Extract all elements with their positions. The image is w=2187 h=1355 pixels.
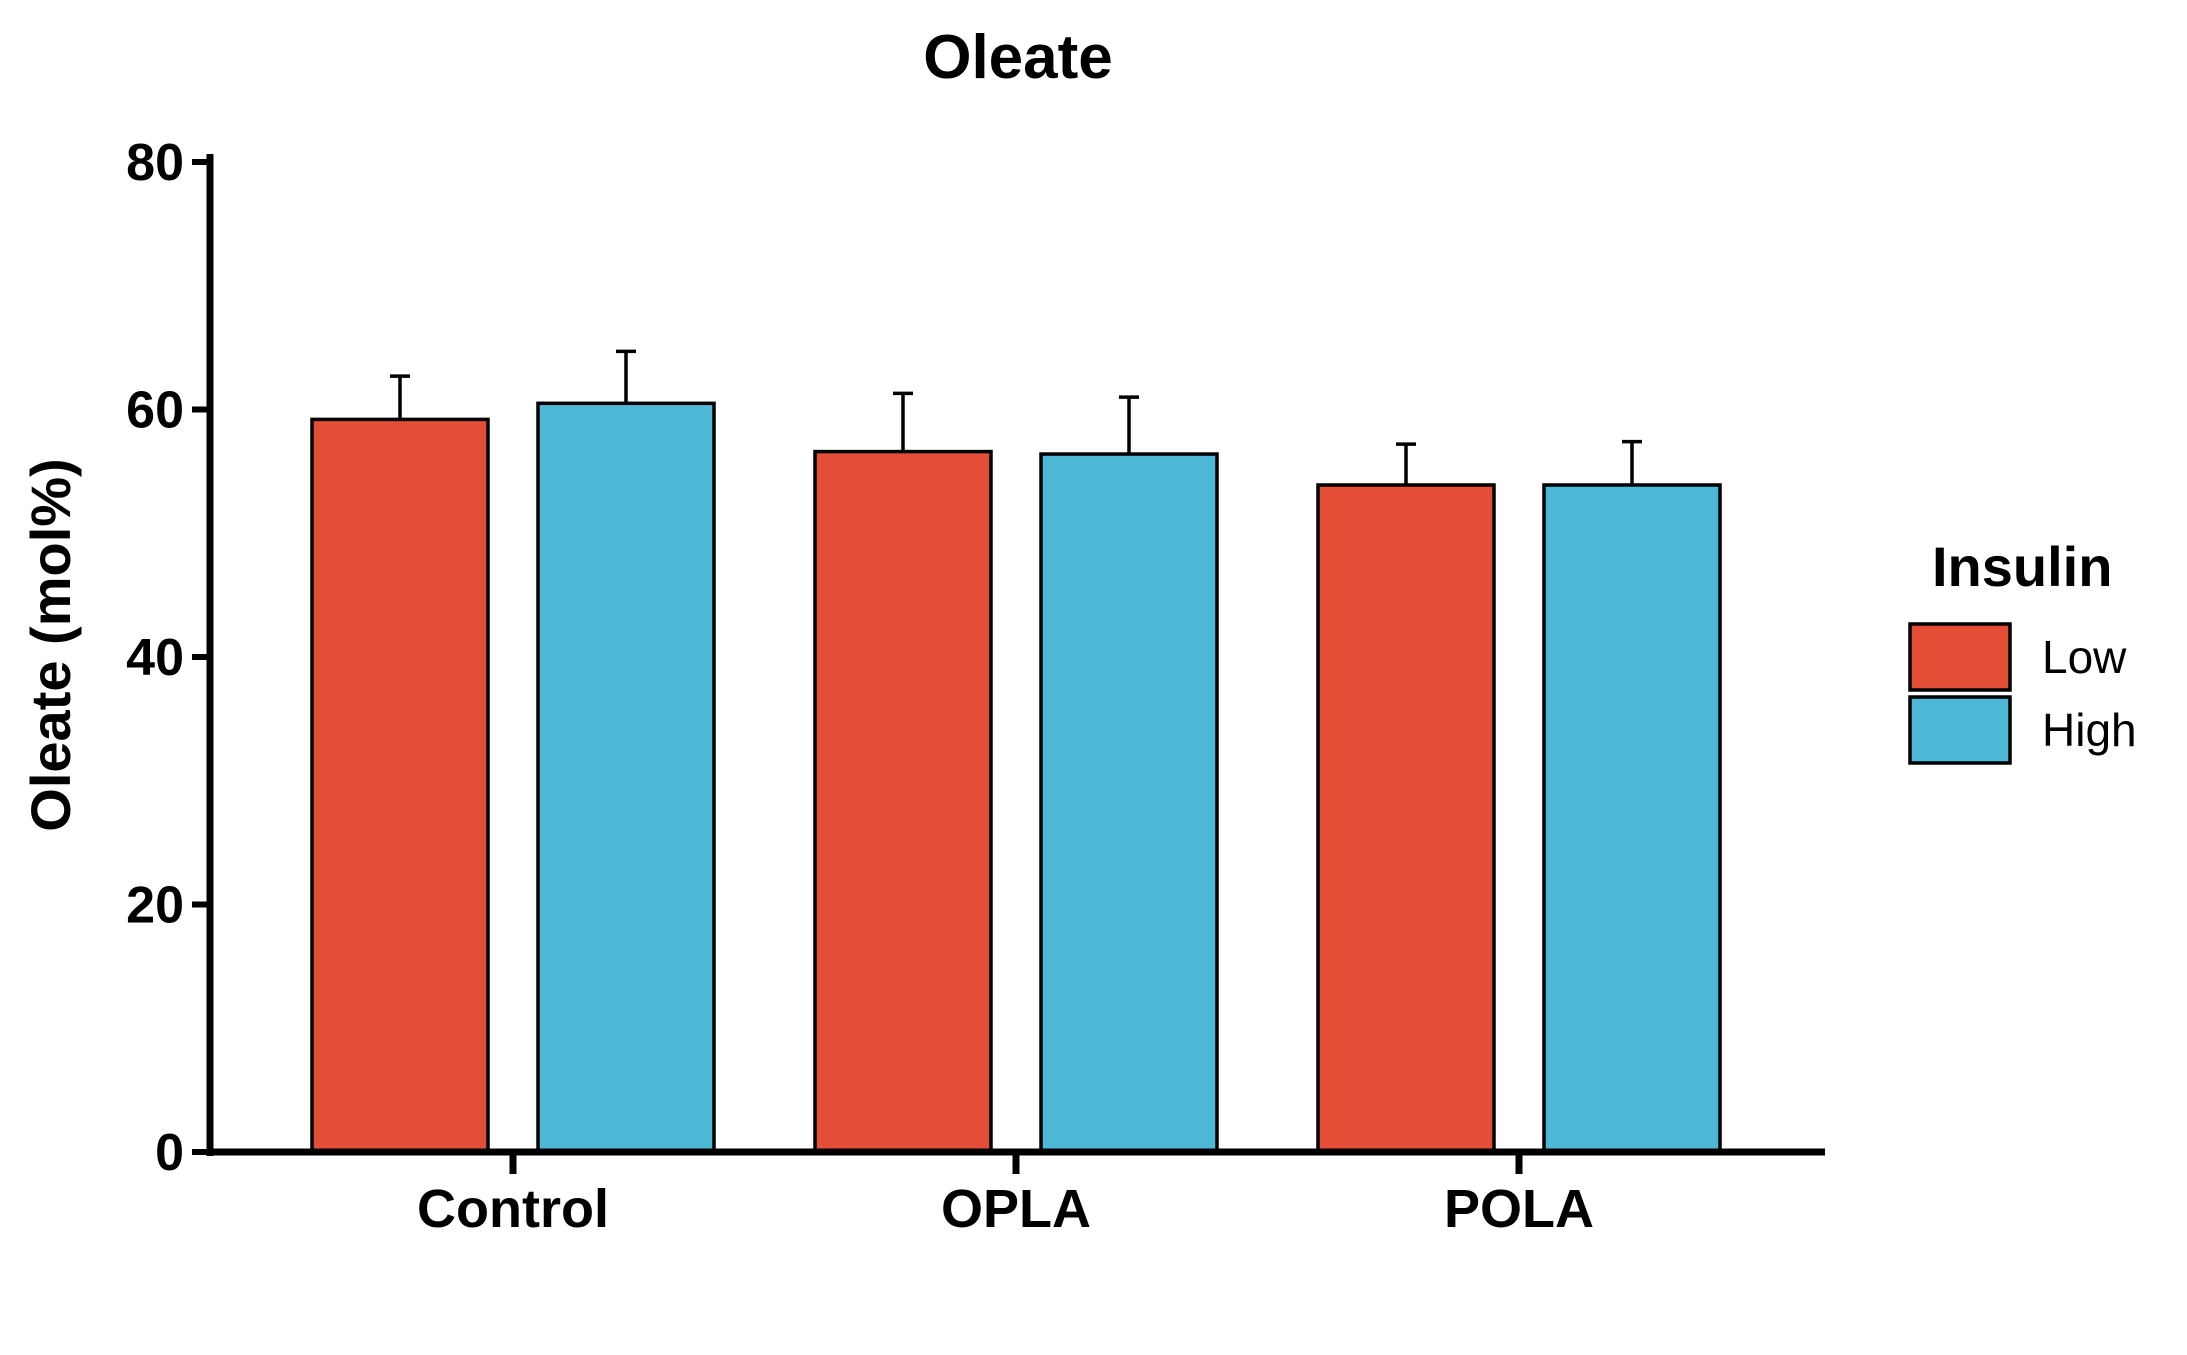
- legend-swatch-high: [1908, 695, 2012, 765]
- y-tick-label: 60: [126, 382, 184, 440]
- y-axis: 0 20 40 60 80: [126, 134, 214, 1182]
- y-tick-label: 40: [126, 629, 184, 687]
- x-category-label: OPLA: [941, 1179, 1091, 1239]
- bar-control-low: [310, 417, 490, 1154]
- x-axis: Control OPLA POLA: [207, 1148, 1825, 1239]
- legend: Insulin Low High: [1908, 535, 2137, 765]
- bar-control-high: [536, 401, 716, 1154]
- x-category-label: Control: [417, 1179, 609, 1239]
- legend-label-low: Low: [2042, 631, 2127, 683]
- legend-label-high: High: [2042, 704, 2137, 756]
- x-category-label: POLA: [1444, 1179, 1594, 1239]
- legend-swatch-low: [1908, 622, 2012, 692]
- y-axis-title: Oleate (mol%): [19, 458, 82, 831]
- bar-pola-low: [1316, 483, 1496, 1154]
- y-tick-label: 0: [155, 1124, 184, 1182]
- chart-title: Oleate: [923, 23, 1113, 92]
- bar-pola-high: [1542, 483, 1722, 1154]
- legend-title: Insulin: [1932, 535, 2112, 598]
- y-tick-label: 80: [126, 134, 184, 192]
- bar-opla-high: [1039, 452, 1219, 1154]
- bars-group: [310, 349, 1722, 1154]
- bar-opla-low: [813, 449, 993, 1154]
- legend-items: Low High: [1908, 622, 2137, 765]
- y-tick-label: 20: [126, 877, 184, 935]
